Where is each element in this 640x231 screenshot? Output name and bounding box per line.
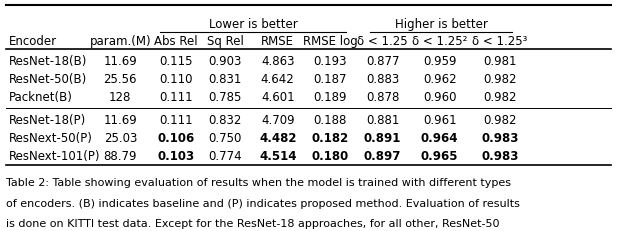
Text: Higher is better: Higher is better <box>395 18 488 31</box>
Text: of encoders. (B) indicates baseline and (P) indicates proposed method. Evaluatio: of encoders. (B) indicates baseline and … <box>6 198 520 208</box>
Text: 0.106: 0.106 <box>157 131 195 144</box>
Text: Abs Rel: Abs Rel <box>154 35 198 48</box>
Text: δ < 1.25: δ < 1.25 <box>357 35 408 48</box>
Text: 0.960: 0.960 <box>423 90 456 103</box>
Text: 0.115: 0.115 <box>159 55 193 67</box>
Text: 0.982: 0.982 <box>483 72 516 85</box>
Text: RMSE log: RMSE log <box>303 35 358 48</box>
Text: 0.983: 0.983 <box>481 149 518 162</box>
Text: 0.189: 0.189 <box>314 90 347 103</box>
Text: 0.962: 0.962 <box>423 72 456 85</box>
Text: 25.03: 25.03 <box>104 131 137 144</box>
Text: 11.69: 11.69 <box>104 113 137 126</box>
Text: 0.981: 0.981 <box>483 55 516 67</box>
Text: 0.881: 0.881 <box>366 113 399 126</box>
Text: Encoder: Encoder <box>9 35 58 48</box>
Text: 0.903: 0.903 <box>209 55 242 67</box>
Text: 0.883: 0.883 <box>366 72 399 85</box>
Text: Table 2: Table showing evaluation of results when the model is trained with diff: Table 2: Table showing evaluation of res… <box>6 177 511 187</box>
Text: 0.878: 0.878 <box>366 90 399 103</box>
Text: 4.709: 4.709 <box>261 113 294 126</box>
Text: 0.750: 0.750 <box>209 131 242 144</box>
Text: 0.832: 0.832 <box>209 113 242 126</box>
Text: δ < 1.25²: δ < 1.25² <box>412 35 467 48</box>
Text: 0.187: 0.187 <box>314 72 347 85</box>
Text: 0.891: 0.891 <box>364 131 401 144</box>
Text: 0.897: 0.897 <box>364 149 401 162</box>
Text: Lower is better: Lower is better <box>209 18 298 31</box>
Text: 0.961: 0.961 <box>423 113 456 126</box>
Text: 4.642: 4.642 <box>261 72 294 85</box>
Text: 4.514: 4.514 <box>259 149 296 162</box>
Text: 0.188: 0.188 <box>314 113 347 126</box>
Text: 0.965: 0.965 <box>421 149 458 162</box>
Text: RMSE: RMSE <box>261 35 294 48</box>
Text: 4.482: 4.482 <box>259 131 296 144</box>
Text: 0.982: 0.982 <box>483 90 516 103</box>
Text: 4.601: 4.601 <box>261 90 294 103</box>
Text: ResNet-18(P): ResNet-18(P) <box>9 113 86 126</box>
Text: 0.111: 0.111 <box>159 113 193 126</box>
Text: 0.103: 0.103 <box>157 149 195 162</box>
Text: 0.182: 0.182 <box>312 131 349 144</box>
Text: is done on KITTI test data. Except for the ResNet-18 approaches, for all other, : is done on KITTI test data. Except for t… <box>6 219 500 228</box>
Text: ResNet-50(B): ResNet-50(B) <box>9 72 88 85</box>
Text: ResNext-101(P): ResNext-101(P) <box>9 149 100 162</box>
Text: 0.877: 0.877 <box>366 55 399 67</box>
Text: 0.831: 0.831 <box>209 72 242 85</box>
Text: 0.774: 0.774 <box>209 149 242 162</box>
Text: δ < 1.25³: δ < 1.25³ <box>472 35 527 48</box>
Text: 0.111: 0.111 <box>159 90 193 103</box>
Text: 0.982: 0.982 <box>483 113 516 126</box>
Text: param.(M): param.(M) <box>90 35 151 48</box>
Text: 4.863: 4.863 <box>261 55 294 67</box>
Text: 88.79: 88.79 <box>104 149 137 162</box>
Text: 0.110: 0.110 <box>159 72 193 85</box>
Text: 0.964: 0.964 <box>421 131 458 144</box>
Text: 0.180: 0.180 <box>312 149 349 162</box>
Text: 0.785: 0.785 <box>209 90 242 103</box>
Text: Packnet(B): Packnet(B) <box>9 90 73 103</box>
Text: 11.69: 11.69 <box>104 55 137 67</box>
Text: ResNext-50(P): ResNext-50(P) <box>9 131 93 144</box>
Text: 25.56: 25.56 <box>104 72 137 85</box>
Text: ResNet-18(B): ResNet-18(B) <box>9 55 88 67</box>
Text: Sq Rel: Sq Rel <box>207 35 244 48</box>
Text: 0.983: 0.983 <box>481 131 518 144</box>
Text: 0.193: 0.193 <box>314 55 347 67</box>
Text: 0.959: 0.959 <box>423 55 456 67</box>
Text: 128: 128 <box>109 90 132 103</box>
